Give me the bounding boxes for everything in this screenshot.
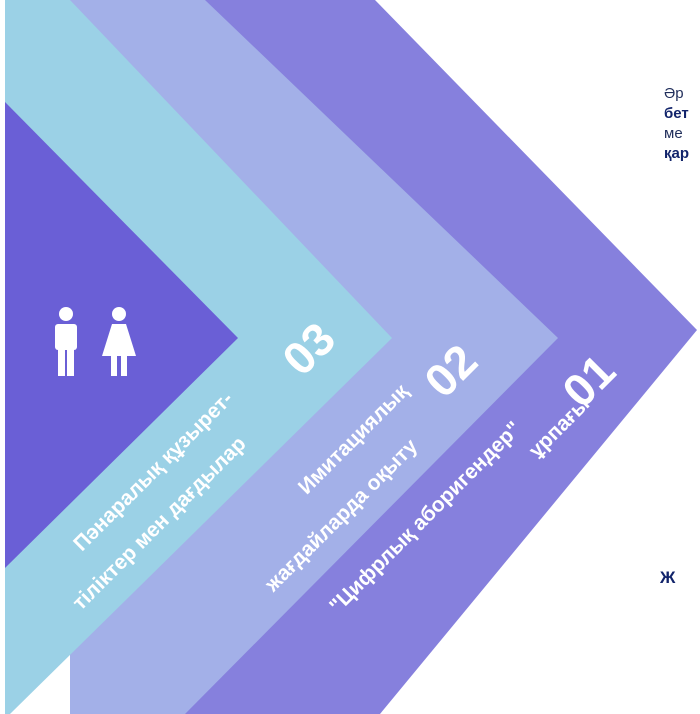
side-text-line2: бет (664, 105, 689, 122)
female-person-icon (102, 307, 136, 376)
side-text-line3: ме (664, 125, 683, 142)
side-text-line1: Әр (664, 85, 684, 102)
side-text-bottom: Ж (660, 568, 676, 587)
side-text-line4: қар (664, 145, 690, 162)
male-person-icon (55, 307, 77, 376)
